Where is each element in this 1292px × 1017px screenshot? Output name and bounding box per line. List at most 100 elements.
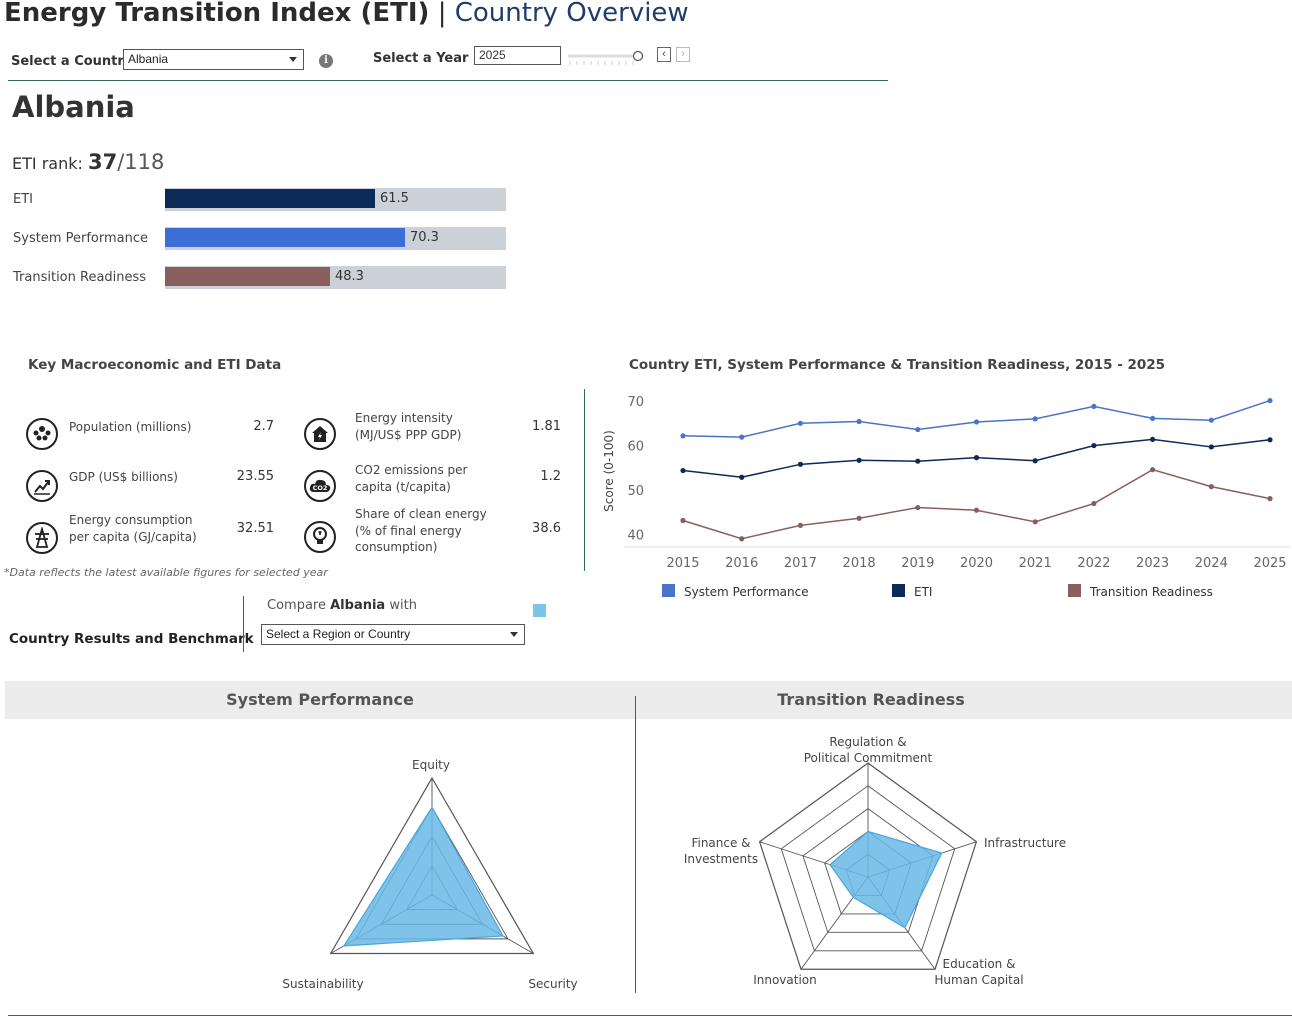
y-tick-label: 50 bbox=[627, 484, 644, 499]
data-point[interactable] bbox=[1032, 416, 1038, 422]
y-tick-label: 40 bbox=[627, 529, 644, 544]
macro-value: 1.2 bbox=[540, 469, 561, 484]
info-icon[interactable]: i bbox=[319, 54, 333, 68]
x-tick-label: 2019 bbox=[901, 556, 934, 571]
macro-value: 38.6 bbox=[532, 521, 561, 536]
score-bar-track: 70.3 bbox=[165, 227, 506, 250]
compare-select-placeholder: Select a Region or Country bbox=[266, 627, 411, 641]
transition-readiness-title: Transition Readiness bbox=[777, 690, 965, 709]
data-point[interactable] bbox=[973, 419, 980, 425]
radar-divider bbox=[635, 696, 636, 993]
radar-ring bbox=[780, 785, 956, 952]
macro-value: 1.81 bbox=[532, 419, 561, 434]
compare-label: Compare Albania with bbox=[267, 598, 417, 613]
data-point[interactable] bbox=[1150, 467, 1156, 473]
radar-panel-header bbox=[5, 681, 1292, 719]
series-line bbox=[682, 399, 1271, 438]
data-point[interactable] bbox=[1091, 442, 1097, 449]
series-line bbox=[682, 468, 1271, 540]
data-point[interactable] bbox=[915, 504, 921, 511]
data-point[interactable] bbox=[739, 536, 745, 542]
radar-ring bbox=[329, 776, 535, 955]
radar-label-regulation: Regulation & Political Commitment bbox=[803, 735, 933, 765]
macro-value: 23.55 bbox=[236, 469, 274, 484]
score-bar-fill bbox=[165, 267, 330, 286]
y-axis-label: Score (0-100) bbox=[602, 430, 616, 512]
data-point[interactable] bbox=[797, 522, 803, 528]
next-year-button[interactable]: › bbox=[676, 47, 690, 62]
data-point[interactable] bbox=[915, 458, 921, 464]
data-point[interactable] bbox=[739, 434, 745, 440]
data-point[interactable] bbox=[856, 515, 862, 521]
score-label: Transition Readiness bbox=[13, 270, 147, 285]
data-point[interactable] bbox=[1208, 484, 1214, 490]
legend-swatch bbox=[892, 584, 905, 597]
radar-label-education: Education & Human Capital bbox=[934, 957, 1024, 987]
score-bar-fill bbox=[165, 189, 375, 208]
macro-divider bbox=[584, 389, 585, 571]
data-point[interactable] bbox=[680, 517, 686, 524]
data-point[interactable] bbox=[1267, 397, 1273, 404]
compare-divider bbox=[243, 596, 244, 652]
macro-label: Population (millions) bbox=[69, 420, 192, 434]
legend-label: ETI bbox=[914, 585, 932, 599]
macro-value: 32.51 bbox=[236, 521, 274, 536]
data-point[interactable] bbox=[856, 457, 862, 463]
data-point[interactable] bbox=[1091, 500, 1097, 507]
data-point[interactable] bbox=[1267, 496, 1273, 502]
data-point[interactable] bbox=[797, 461, 803, 467]
radar-value-area bbox=[829, 830, 943, 929]
energy-house-icon bbox=[304, 418, 336, 450]
country-select[interactable]: Albania bbox=[123, 49, 304, 70]
data-point[interactable] bbox=[680, 433, 686, 439]
lightbulb-icon bbox=[304, 521, 336, 553]
data-point[interactable] bbox=[797, 420, 803, 426]
radar-value-area bbox=[342, 806, 504, 947]
macro-section-title: Key Macroeconomic and ETI Data bbox=[28, 357, 282, 373]
x-tick-label: 2015 bbox=[666, 556, 699, 571]
score-label: ETI bbox=[13, 192, 33, 207]
score-bar-fill bbox=[165, 228, 405, 247]
country-name: Albania bbox=[12, 90, 135, 124]
x-tick-label: 2020 bbox=[960, 556, 993, 571]
benchmark-section-title: Country Results and Benchmark bbox=[9, 631, 254, 647]
data-point[interactable] bbox=[1208, 444, 1214, 450]
data-point[interactable] bbox=[1150, 436, 1156, 442]
radar-label-infrastructure: Infrastructure bbox=[984, 836, 1067, 850]
data-point[interactable] bbox=[856, 418, 862, 425]
x-tick-label: 2022 bbox=[1077, 556, 1110, 571]
data-point[interactable] bbox=[1208, 417, 1214, 423]
line-chart: 40 50 60 70 2015 2016 2017 2018 2019 2020 2021 2022… bbox=[602, 395, 1290, 599]
chevron-down-icon bbox=[289, 57, 297, 62]
slider-handle[interactable] bbox=[632, 50, 644, 62]
data-point[interactable] bbox=[973, 507, 980, 513]
x-tick-label: 2016 bbox=[725, 556, 758, 571]
data-point[interactable] bbox=[680, 467, 686, 474]
data-point[interactable] bbox=[1267, 437, 1273, 443]
year-slider[interactable] bbox=[566, 48, 646, 68]
eti-rank: ETI rank: 37/118 bbox=[12, 150, 165, 174]
data-point[interactable] bbox=[973, 455, 980, 461]
compare-select[interactable]: Select a Region or Country bbox=[261, 624, 525, 645]
score-bar-track: 61.5 bbox=[165, 188, 506, 211]
data-point[interactable] bbox=[915, 426, 921, 433]
system-performance-radar bbox=[329, 776, 535, 955]
data-point[interactable] bbox=[1091, 403, 1097, 409]
score-value: 61.5 bbox=[380, 191, 409, 206]
data-point[interactable] bbox=[1032, 458, 1038, 464]
macro-label: GDP (US$ billions) bbox=[69, 470, 178, 484]
y-tick-label: 60 bbox=[627, 439, 644, 454]
year-input[interactable]: 2025 bbox=[474, 46, 561, 65]
prev-year-button[interactable]: ‹ bbox=[657, 47, 671, 62]
year-select-label: Select a Year bbox=[373, 51, 469, 66]
data-point[interactable] bbox=[1032, 519, 1038, 525]
legend-swatch bbox=[662, 584, 675, 597]
data-point[interactable] bbox=[739, 474, 745, 480]
data-point[interactable] bbox=[1150, 415, 1156, 422]
compare-color-swatch bbox=[533, 604, 546, 617]
radar-label-innovation: Innovation bbox=[753, 973, 817, 987]
gdp-chart-icon bbox=[26, 470, 58, 502]
macro-value: 2.7 bbox=[253, 419, 274, 434]
footer-divider bbox=[8, 1015, 1292, 1016]
radar-ring bbox=[758, 762, 978, 970]
